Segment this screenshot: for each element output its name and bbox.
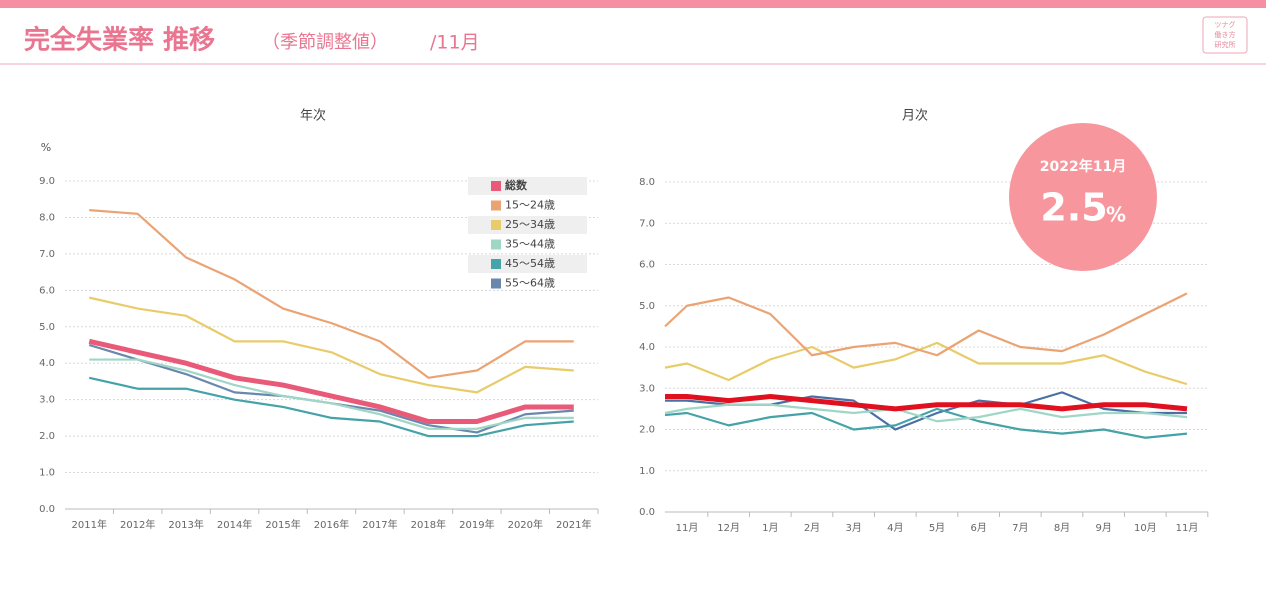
x-tick-label: 2014年 [217,518,252,531]
y-tick-label: 9.0 [39,176,55,187]
legend-swatch [491,200,501,211]
y-tick-label: 7.0 [39,249,55,260]
x-tick-label: 4月 [887,522,903,534]
x-tick-label: 2020年 [508,518,543,531]
x-tick-label: 2017年 [362,518,397,531]
series-line [88,338,574,425]
x-tick-label: 5月 [929,522,945,534]
series-line [88,296,574,394]
y-tick-label: 3.0 [39,395,55,406]
legend-swatch [491,259,501,269]
x-tick-label: 2016年 [314,518,349,531]
page-title: 完全失業率 推移 [24,25,215,56]
x-tick-label: 2013年 [168,518,203,531]
y-tick-label: 1.0 [639,466,655,477]
badge [1009,123,1157,271]
x-tick-label: 2015年 [265,518,300,531]
legend-label: 25～34歳 [505,218,555,231]
x-tick-label: 11月 [1176,522,1199,534]
badge-unit: % [1106,203,1126,227]
series-line [89,209,574,379]
legend-swatch [491,220,501,230]
x-tick-label: 2012年 [120,518,155,531]
x-tick-label: 11月 [676,522,699,534]
page-period: /11月 [430,32,480,54]
y-tick-label: 2.0 [639,425,655,436]
chart-title: 年次 [300,108,326,124]
series-line [664,341,1188,386]
legend-row [468,177,587,195]
y-tick-label: 3.0 [639,383,655,394]
x-tick-label: 2011年 [72,518,107,531]
legend-label: 15～24歳 [505,199,555,212]
series-line [665,394,1188,412]
y-tick-label: 8.0 [39,212,55,223]
y-tick-label: 6.0 [39,285,55,296]
series-line [664,403,1188,423]
x-tick-label: 3月 [845,522,861,534]
series-line [88,376,574,438]
x-tick-label: 2018年 [411,518,446,531]
x-tick-label: 2月 [804,522,820,534]
x-tick-label: 1月 [762,522,778,534]
legend-swatch [491,278,501,289]
page-subtitle: （季節調整値） [262,32,388,53]
x-tick-label: 7月 [1012,522,1028,534]
series-line [664,292,1188,357]
legend-label: 総数 [505,178,528,192]
x-tick-label: 12月 [717,522,740,534]
y-tick-label: 4.0 [39,358,55,369]
logo-box [1202,16,1248,54]
y-tick-label: 7.0 [639,218,655,229]
y-tick-label: 0.0 [39,504,55,515]
logo-line: ツナグ [1215,20,1236,29]
legend-label: 45～54歳 [505,257,555,270]
x-tick-label: 10月 [1134,522,1157,534]
x-tick-label: 2021年 [556,518,591,531]
x-tick-label: 6月 [970,522,986,534]
y-tick-label: 6.0 [639,260,655,271]
series-line [664,407,1188,439]
y-tick-label: 0.0 [639,507,655,518]
logo-line: 研究所 [1215,40,1236,49]
legend-label: 55～64歳 [505,277,555,290]
legend-label: 35～44歳 [505,238,555,251]
y-tick-label: 5.0 [639,301,655,312]
top-bar [0,0,1266,8]
legend-swatch [491,181,501,191]
y-tick-label: 5.0 [39,322,55,333]
legend-swatch [491,239,501,250]
y-axis-label: % [41,141,51,154]
chart-title: 月次 [902,108,928,124]
y-tick-label: 4.0 [639,342,655,353]
series-line [89,358,574,430]
x-tick-label: 9月 [1095,522,1111,534]
logo-line: 働き方 [1215,30,1236,39]
x-tick-label: 8月 [1054,522,1070,534]
badge-value: 2.5 [1040,186,1107,230]
badge-date: 2022年11月 [1040,158,1126,175]
y-tick-label: 2.0 [39,431,55,442]
y-tick-label: 1.0 [39,468,55,479]
x-tick-label: 2019年 [459,518,494,531]
y-tick-label: 8.0 [639,177,655,188]
